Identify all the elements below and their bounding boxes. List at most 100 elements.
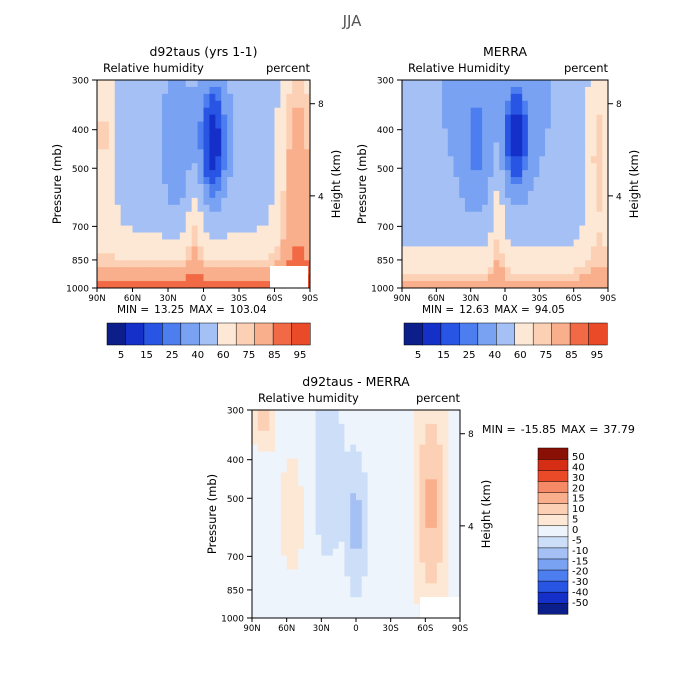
field-cell: [244, 107, 252, 116]
field-cell: [185, 142, 193, 150]
field-cell: [102, 170, 110, 178]
field-cell: [197, 156, 204, 164]
field-cell: [332, 430, 340, 439]
field-cell: [407, 86, 414, 95]
field-cell: [453, 107, 460, 116]
field-cell: [361, 486, 368, 494]
field-cell: [390, 416, 397, 425]
field-cell: [527, 274, 535, 282]
field-cell: [533, 218, 540, 226]
field-cell: [280, 260, 287, 268]
field-cell: [590, 107, 597, 116]
field-cell: [390, 479, 397, 487]
field-cell: [579, 225, 586, 233]
field-cell: [436, 218, 443, 226]
field-cell: [516, 142, 523, 150]
field-cell: [510, 190, 517, 199]
x-tick-label: 0: [353, 624, 358, 634]
field-cell: [327, 555, 334, 563]
field-cell: [379, 416, 386, 425]
field-cell: [413, 583, 420, 591]
field-cell: [150, 184, 157, 192]
field-cell: [209, 163, 216, 171]
x-tick-label: 60S: [417, 624, 433, 634]
field-cell: [150, 107, 157, 116]
field-cell: [424, 177, 432, 185]
field-cell: [108, 107, 116, 116]
field-cell: [280, 583, 288, 591]
field-cell: [436, 569, 444, 577]
field-cell: [150, 121, 157, 129]
field-cell: [191, 121, 198, 129]
field-cell: [257, 493, 264, 501]
field-cell: [309, 430, 316, 439]
field-cell: [453, 114, 460, 122]
field-cell: [304, 410, 311, 418]
field-cell: [425, 527, 432, 536]
field-cell: [562, 281, 569, 289]
field-cell: [424, 211, 432, 220]
field-cell: [268, 239, 275, 247]
field-cell: [114, 246, 122, 254]
field-cell: [114, 80, 122, 88]
field-cell: [454, 472, 461, 480]
field-cell: [120, 274, 127, 282]
field-cell: [227, 211, 234, 220]
field-cell: [252, 486, 259, 494]
field-cell: [413, 444, 420, 452]
field-cell: [379, 604, 386, 612]
field-cell: [402, 142, 409, 150]
field-cell: [185, 170, 193, 178]
field-cell: [550, 170, 557, 178]
field-cell: [464, 93, 472, 102]
field-cell: [250, 93, 258, 102]
field-cell: [373, 423, 380, 432]
field-cell: [442, 451, 449, 459]
field-cell: [516, 253, 523, 261]
field-cell: [268, 197, 275, 206]
field-cell: [539, 218, 546, 226]
field-cell: [292, 246, 299, 254]
field-cell: [304, 114, 311, 122]
field-cell: [562, 197, 569, 206]
field-cell: [436, 232, 443, 240]
field-cell: [567, 281, 575, 289]
field-cell: [499, 135, 506, 143]
field-cell: [350, 423, 357, 432]
y-axis-label: Pressure (mb): [205, 474, 219, 554]
field-cell: [338, 472, 345, 480]
field-cell: [304, 225, 311, 233]
field-cell: [499, 246, 506, 254]
field-cell: [402, 611, 409, 619]
field-cell: [185, 267, 193, 275]
field-cell: [144, 93, 151, 102]
field-cell: [126, 93, 133, 102]
field-cell: [233, 204, 240, 213]
field-cell: [173, 163, 181, 171]
field-cell: [280, 211, 287, 220]
x-tick-label: 30S: [383, 624, 399, 634]
field-cell: [448, 486, 455, 494]
field-cell: [436, 534, 444, 543]
field-cell: [356, 555, 363, 563]
field-cell: [315, 583, 322, 591]
field-cell: [487, 128, 494, 136]
field-cell: [298, 80, 305, 88]
field-cell: [191, 86, 198, 95]
field-cell: [309, 451, 316, 459]
field-cell: [413, 555, 420, 563]
field-cell: [268, 114, 275, 122]
field-cell: [493, 197, 500, 206]
field-cell: [156, 128, 163, 136]
field-cell: [203, 274, 210, 282]
field-cell: [268, 107, 275, 116]
field-cell: [97, 260, 104, 268]
field-cell: [309, 500, 316, 508]
field-cell: [256, 246, 264, 254]
field-cell: [407, 80, 414, 88]
field-cell: [442, 493, 449, 501]
field-cell: [464, 114, 472, 122]
field-cell: [203, 121, 210, 129]
field-cell: [262, 128, 269, 136]
field-cell: [203, 149, 210, 157]
